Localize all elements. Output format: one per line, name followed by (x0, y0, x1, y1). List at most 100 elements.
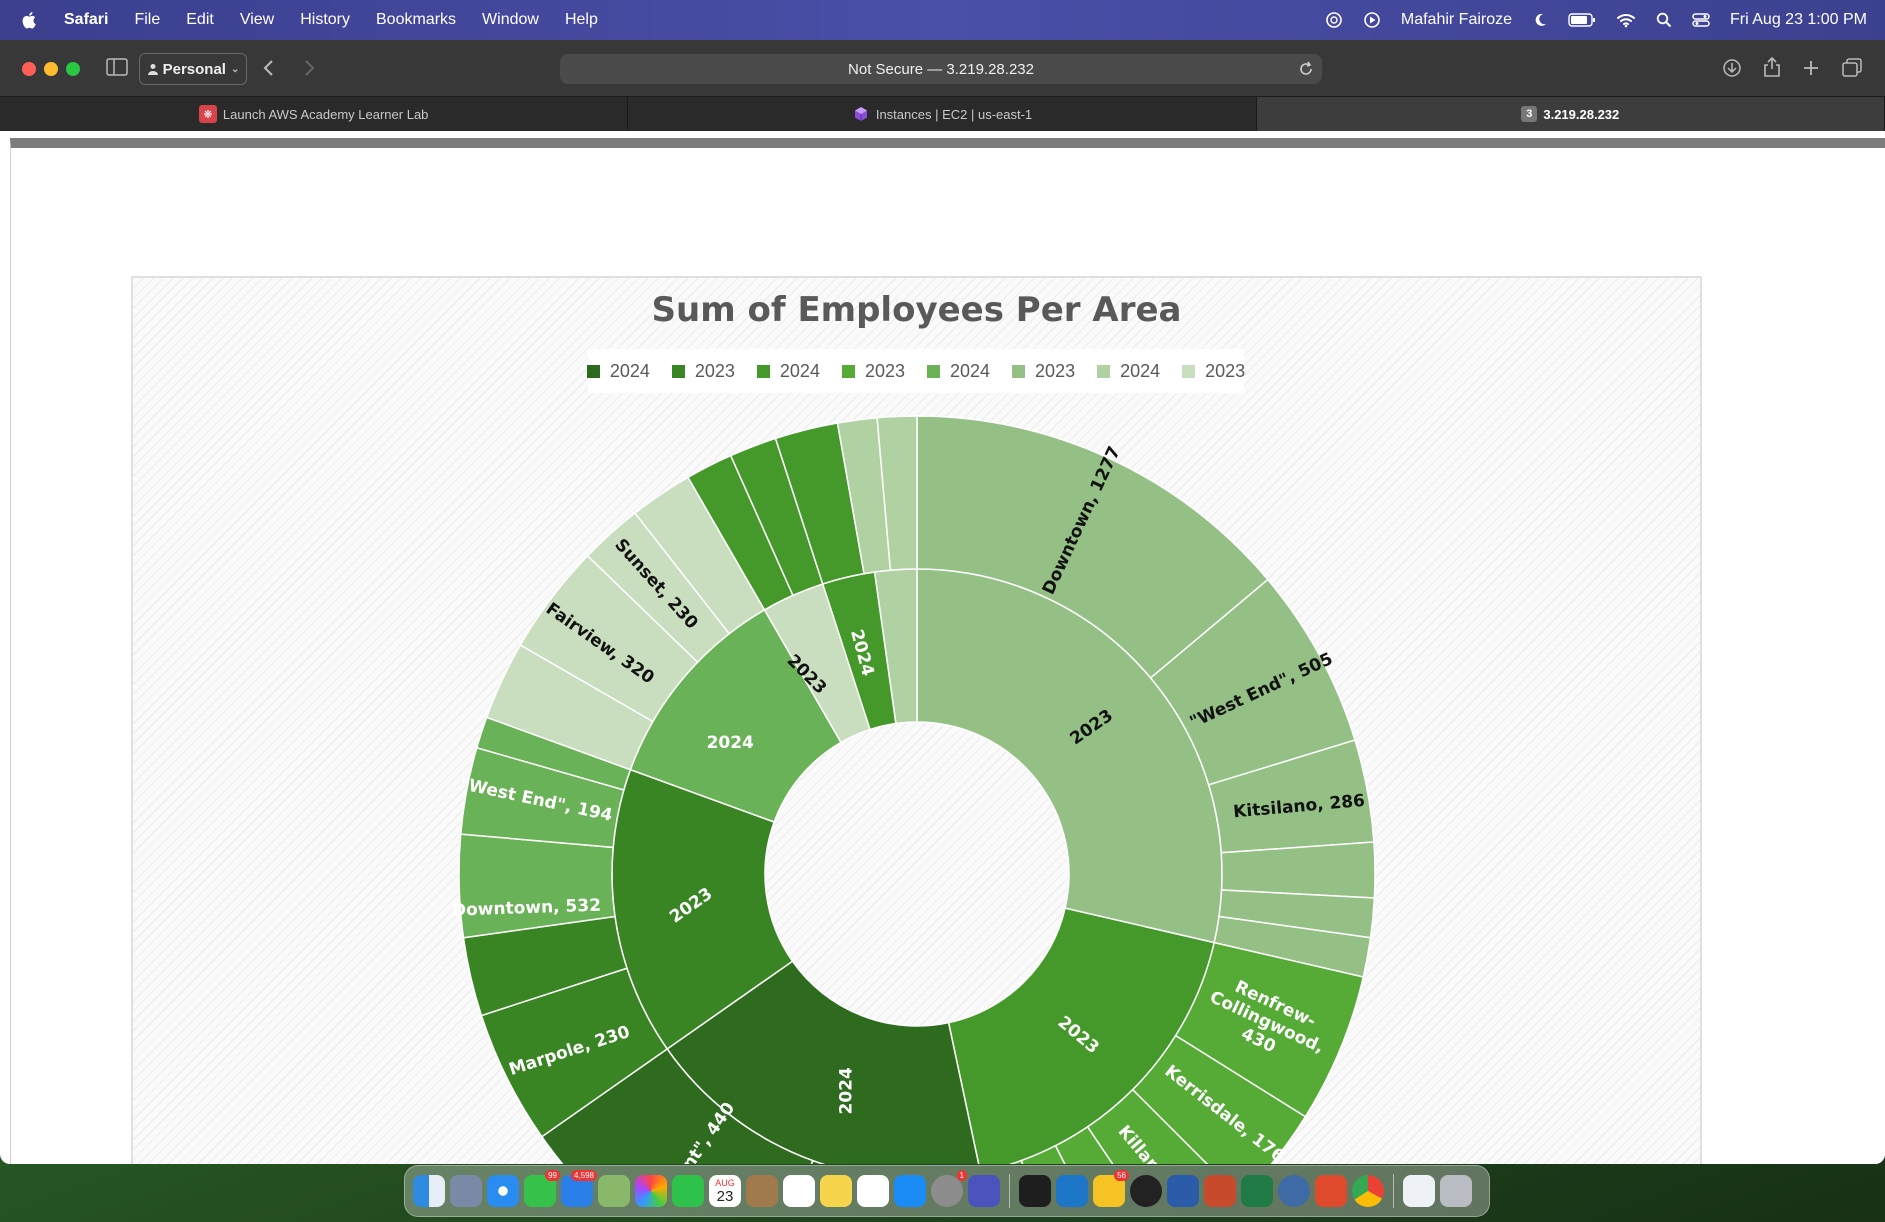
legend-label: 2023 (1035, 360, 1076, 381)
tab-overview-icon[interactable] (1842, 58, 1862, 78)
powerpoint-icon[interactable] (1204, 1175, 1236, 1207)
menu-edit[interactable]: Edit (186, 11, 214, 28)
photos-icon[interactable] (635, 1175, 667, 1207)
notes-icon[interactable] (820, 1175, 852, 1207)
app-store-icon[interactable] (894, 1175, 926, 1207)
legend-item: 2023 (1182, 361, 1245, 382)
menu-file[interactable]: File (134, 11, 161, 28)
forward-arrow-icon[interactable] (302, 58, 316, 78)
legend-label: 2024 (1120, 360, 1161, 381)
excel-icon[interactable] (1241, 1175, 1273, 1207)
reload-icon[interactable] (1298, 61, 1314, 77)
legend-swatch (586, 364, 600, 378)
finder-icon[interactable] (413, 1175, 445, 1207)
maps-icon[interactable] (598, 1175, 630, 1207)
menu-help[interactable]: Help (564, 11, 598, 28)
menu-window[interactable]: Window (482, 11, 539, 28)
legend-item: 2024 (586, 360, 650, 382)
legend-item: 2024 (927, 361, 990, 382)
documents-folder-icon[interactable] (1403, 1175, 1435, 1207)
legend-label: 2023 (1205, 360, 1246, 381)
dock-divider (1009, 1174, 1010, 1208)
whatsapp-icon[interactable]: 56 (1093, 1170, 1129, 1207)
profile-selector[interactable]: Personal ⌄ (139, 53, 247, 85)
legend-label: 2023 (864, 360, 905, 381)
messages-icon[interactable]: 99 (524, 1170, 560, 1207)
freeform-icon[interactable] (857, 1175, 889, 1207)
tab-bar: ❋ Launch AWS Academy Learner Lab Instanc… (0, 96, 1885, 131)
menubar-clock[interactable]: Fri Aug 23 1:00 PM (1730, 11, 1867, 28)
menu-history[interactable]: History (300, 11, 350, 28)
contacts-icon[interactable] (746, 1175, 778, 1207)
tab-active-ip[interactable]: 3 3.219.28.232 (1256, 97, 1885, 131)
legend-label: 2024 (609, 360, 650, 381)
sidebar-toggle-icon[interactable] (106, 58, 128, 76)
teams-icon[interactable] (968, 1175, 1000, 1207)
chatgpt-status-icon[interactable] (1325, 11, 1343, 29)
tab-number-badge: 3 (1521, 106, 1538, 122)
legend-swatch (841, 364, 855, 378)
legend-swatch (1012, 364, 1026, 378)
legend-item: 2023 (841, 360, 905, 382)
legend-item: 2024 (756, 361, 820, 382)
reminders-icon[interactable] (783, 1175, 815, 1207)
control-center-icon[interactable] (1692, 12, 1710, 28)
person-icon (147, 64, 158, 75)
user-name[interactable]: Mafahir Fairoze (1400, 11, 1513, 28)
settings-badge: 1 (956, 1170, 967, 1181)
tab-ec2-instances[interactable]: Instances | EC2 | us-east-1 (628, 97, 1257, 131)
close-window-button[interactable] (22, 62, 36, 76)
play-status-icon[interactable] (1363, 11, 1381, 29)
share-icon[interactable] (1763, 56, 1781, 78)
back-arrow-icon[interactable] (262, 58, 276, 78)
address-bar[interactable]: Not Secure — 3.219.28.232 (560, 54, 1322, 84)
chart-panel: Sum of Employees Per Area 2024 2023 2024 20… (131, 276, 1702, 1164)
outer-segment (1008, 1159, 1024, 1164)
tab-label: Instances | EC2 | us-east-1 (875, 106, 1033, 122)
calendar-icon[interactable]: AUG 23 (709, 1175, 741, 1207)
profile-label: Personal (162, 60, 226, 78)
address-text: Not Secure — 3.219.28.232 (848, 60, 1034, 78)
facetime-icon[interactable] (672, 1175, 704, 1207)
tab-label: Launch AWS Academy Learner Lab (222, 106, 429, 122)
legend-item: 2023 (1012, 361, 1075, 382)
zoom-window-button[interactable] (66, 62, 80, 76)
calendar-month: AUG (715, 1177, 735, 1188)
inner-label: 2024 (707, 733, 754, 753)
system-settings-icon[interactable]: 1 (931, 1170, 967, 1207)
app-menu-safari[interactable]: Safari (64, 11, 109, 28)
chrome-icon[interactable] (1352, 1175, 1384, 1207)
dock: 99 4,598 AUG 23 1 56 (404, 1165, 1490, 1217)
trash-icon[interactable] (1440, 1175, 1472, 1207)
terminal-icon[interactable] (1019, 1175, 1051, 1207)
legend-label: 2024 (950, 360, 991, 381)
legend-item: 2023 (671, 360, 735, 382)
remote-desktop-icon[interactable] (1315, 1175, 1347, 1207)
chatgpt-icon[interactable] (1130, 1175, 1162, 1207)
inner-label: 2024 (837, 1067, 857, 1114)
spotlight-search-icon[interactable] (1656, 12, 1672, 28)
minimize-window-button[interactable] (44, 62, 58, 76)
menu-view[interactable]: View (239, 11, 275, 28)
menu-bookmarks[interactable]: Bookmarks (376, 11, 457, 28)
mail-badge: 4,598 (570, 1170, 597, 1181)
moon-icon[interactable] (1532, 12, 1548, 28)
legend-item: 2024 (1097, 361, 1160, 382)
calendar-day: 23 (716, 1187, 734, 1205)
battery-icon[interactable] (1568, 13, 1596, 27)
apple-menu-icon[interactable] (22, 11, 38, 29)
vscode-icon[interactable] (1056, 1175, 1088, 1207)
legend-label: 2023 (694, 360, 735, 381)
new-tab-icon[interactable] (1802, 59, 1820, 77)
tab-aws-learner-lab[interactable]: ❋ Launch AWS Academy Learner Lab (0, 97, 629, 131)
launchpad-icon[interactable] (450, 1175, 482, 1207)
downloads-icon[interactable] (1722, 58, 1742, 78)
word-icon[interactable] (1167, 1175, 1199, 1207)
preview-icon[interactable] (1278, 1175, 1310, 1207)
mail-icon[interactable]: 4,598 (561, 1170, 597, 1207)
outer-segment (810, 1159, 826, 1164)
legend-swatch (671, 364, 685, 378)
wifi-icon[interactable] (1616, 12, 1636, 28)
safari-icon[interactable] (487, 1175, 519, 1207)
